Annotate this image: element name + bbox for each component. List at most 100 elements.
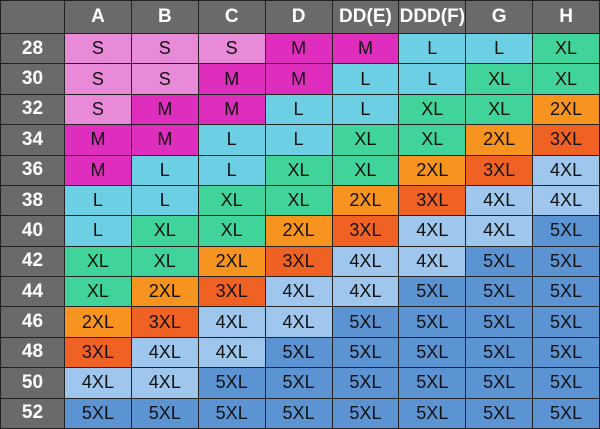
row-header-band: 44 [0, 275, 65, 308]
size-cell: XL [197, 215, 266, 247]
size-cell: L [197, 124, 266, 156]
size-cell: 5XL [264, 367, 333, 399]
size-chart-body: 28 S S S M M L L XL 30 S S M M L L XL XL 32 S M M L L XL XL 2XL 34 M… [0, 32, 600, 429]
size-cell: 4XL [264, 306, 333, 338]
size-cell: S [64, 32, 132, 65]
size-cell: L [130, 184, 199, 217]
size-cell: 5XL [331, 367, 400, 399]
size-cell: 3XL [197, 275, 266, 308]
size-cell: S [130, 32, 199, 65]
size-cell: M [264, 32, 333, 65]
size-cell: 5XL [331, 397, 400, 429]
column-header-cup: C [197, 0, 266, 34]
table-row: 46 2XL 3XL 4XL 4XL 5XL 5XL 5XL 5XL [0, 306, 600, 338]
size-cell: M [197, 93, 266, 126]
size-cell: 4XL [331, 275, 400, 308]
size-cell: XL [130, 215, 199, 247]
size-cell: S [197, 32, 266, 65]
table-row: 28 S S S M M L L XL [0, 32, 600, 65]
size-cell: 5XL [64, 397, 132, 429]
table-row: 48 3XL 4XL 4XL 5XL 5XL 5XL 5XL 5XL [0, 336, 600, 369]
size-cell: XL [264, 154, 333, 186]
size-cell: L [130, 154, 199, 186]
size-cell: 5XL [398, 367, 467, 399]
size-cell: 4XL [532, 154, 600, 186]
row-header-band: 36 [0, 154, 65, 186]
size-cell: 5XL [331, 306, 400, 338]
column-header-cup: DDD(F) [398, 0, 467, 34]
size-cell: 4XL [197, 306, 266, 338]
size-cell: M [264, 63, 333, 95]
size-cell: XL [130, 245, 199, 278]
size-cell: 2XL [532, 93, 600, 126]
size-cell: 2XL [64, 306, 132, 338]
row-header-band: 32 [0, 93, 65, 126]
size-cell: 3XL [398, 184, 467, 217]
size-cell: 3XL [532, 124, 600, 156]
size-cell: XL [398, 93, 467, 126]
size-cell: 3XL [331, 215, 400, 247]
size-cell: M [130, 124, 199, 156]
row-header-band: 50 [0, 367, 65, 399]
size-cell: 5XL [465, 275, 534, 308]
size-cell: 2XL [331, 184, 400, 217]
row-header-band: 52 [0, 397, 65, 429]
row-header-band: 42 [0, 245, 65, 278]
column-header-cup: G [465, 0, 534, 34]
table-row: 40 L XL XL 2XL 3XL 4XL 4XL 5XL [0, 215, 600, 247]
size-cell: 2XL [465, 124, 534, 156]
size-cell: 2XL [264, 215, 333, 247]
size-cell: 5XL [532, 367, 600, 399]
row-header-band: 38 [0, 184, 65, 217]
size-cell: 3XL [465, 154, 534, 186]
table-row: 32 S M M L L XL XL 2XL [0, 93, 600, 126]
size-cell: 5XL [398, 397, 467, 429]
size-cell: 4XL [398, 215, 467, 247]
size-cell: 5XL [465, 245, 534, 278]
size-cell: M [197, 63, 266, 95]
size-cell: M [331, 32, 400, 65]
size-cell: L [64, 215, 132, 247]
size-cell: 2XL [398, 154, 467, 186]
table-row: 38 L L XL XL 2XL 3XL 4XL 4XL [0, 184, 600, 217]
column-header-cup: H [532, 0, 600, 34]
size-cell: 4XL [398, 245, 467, 278]
size-cell: 5XL [465, 336, 534, 369]
size-cell: 5XL [532, 336, 600, 369]
size-cell: 4XL [64, 367, 132, 399]
size-cell: 4XL [331, 245, 400, 278]
size-cell: 5XL [532, 245, 600, 278]
size-cell: XL [465, 63, 534, 95]
size-cell: L [197, 154, 266, 186]
size-cell: 3XL [64, 336, 132, 369]
table-row: 52 5XL 5XL 5XL 5XL 5XL 5XL 5XL 5XL [0, 397, 600, 429]
table-row: 50 4XL 4XL 5XL 5XL 5XL 5XL 5XL 5XL [0, 367, 600, 399]
row-header-band: 30 [0, 63, 65, 95]
size-cell: 5XL [197, 397, 266, 429]
table-row: 34 M M L L XL XL 2XL 3XL [0, 124, 600, 156]
size-cell: XL [197, 184, 266, 217]
size-cell: 4XL [532, 184, 600, 217]
size-cell: L [398, 32, 467, 65]
size-cell: XL [465, 93, 534, 126]
size-cell: XL [64, 275, 132, 308]
row-header-band: 40 [0, 215, 65, 247]
size-cell: 5XL [398, 275, 467, 308]
table-row: 36 M L L XL XL 2XL 3XL 4XL [0, 154, 600, 186]
size-cell: L [331, 63, 400, 95]
size-cell: 5XL [264, 397, 333, 429]
size-cell: 5XL [130, 397, 199, 429]
column-header-cup: B [130, 0, 199, 34]
size-cell: L [64, 184, 132, 217]
row-header-band: 46 [0, 306, 65, 338]
size-cell: 5XL [532, 215, 600, 247]
column-header-cup: A [64, 0, 132, 34]
size-cell: 2XL [130, 275, 199, 308]
size-cell: 5XL [264, 336, 333, 369]
size-cell: S [130, 63, 199, 95]
size-cell: XL [331, 124, 400, 156]
size-cell: 5XL [331, 336, 400, 369]
row-header-band: 34 [0, 124, 65, 156]
size-cell: 4XL [130, 336, 199, 369]
